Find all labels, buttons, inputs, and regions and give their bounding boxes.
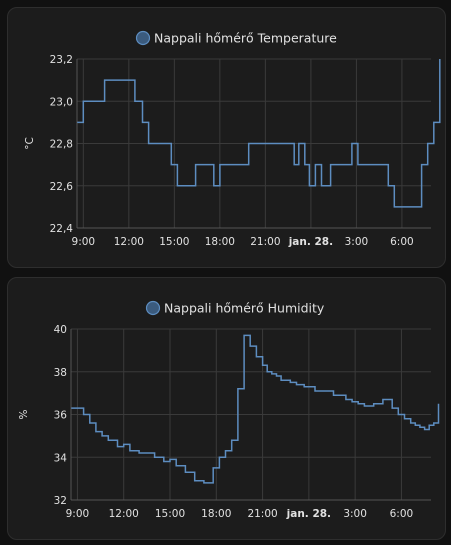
y-tick-label: 32 [54, 495, 67, 507]
x-tick-label: 15:00 [155, 508, 185, 520]
x-tick-label: 9:00 [72, 236, 96, 248]
legend-dot-icon[interactable] [135, 30, 151, 46]
y-tick-label: 22,8 [50, 139, 73, 151]
y-tick-label: 40 [54, 324, 67, 336]
y-axis-label: °C [24, 137, 36, 150]
x-tick-label: 15:00 [159, 236, 189, 248]
x-tick-label: 3:00 [345, 236, 369, 248]
x-tick-label: 12:00 [109, 508, 139, 520]
legend-label[interactable]: Nappali hőmérő Temperature [154, 31, 337, 46]
x-tick-label: 6:00 [390, 508, 414, 520]
x-tick-label: 12:00 [114, 236, 144, 248]
temperature-card: Nappali hőmérő Temperature 22,4 22,6 22,8 23… [7, 7, 446, 268]
x-tick-label: 21:00 [247, 508, 277, 520]
series-line[interactable] [71, 334, 440, 484]
y-tick-label: 34 [54, 452, 68, 464]
y-tick-label: 22,4 [50, 223, 74, 235]
legend-dot-icon[interactable] [145, 300, 161, 316]
y-tick-label: 38 [54, 367, 67, 379]
y-axis-label: % [18, 409, 30, 419]
x-tick-label: 6:00 [390, 236, 414, 248]
x-tick-label: 3:00 [343, 508, 367, 520]
x-tick-label: 9:00 [66, 508, 90, 520]
y-tick-label: 22,6 [50, 181, 74, 193]
x-tick-label: 18:00 [201, 508, 231, 520]
x-tick-label: 21:00 [250, 236, 280, 248]
x-tick-label: jan. 28. [288, 236, 333, 248]
series-line[interactable] [77, 59, 441, 208]
humidity-chart: Nappali hőmérő Humidity 32 34 36 38 40 9:00 12:… [18, 300, 440, 520]
x-tick-label: 18:00 [205, 236, 235, 248]
humidity-card: Nappali hőmérő Humidity 32 34 36 38 40 9:00 12:… [7, 277, 446, 540]
y-tick-label: 23,2 [50, 54, 73, 66]
temperature-chart: Nappali hőmérő Temperature 22,4 22,6 22,8 23… [24, 30, 441, 248]
x-tick-label: jan. 28. [286, 508, 331, 520]
legend-label[interactable]: Nappali hőmérő Humidity [164, 301, 325, 316]
y-tick-label: 23,0 [50, 96, 73, 108]
y-tick-label: 36 [54, 410, 68, 422]
